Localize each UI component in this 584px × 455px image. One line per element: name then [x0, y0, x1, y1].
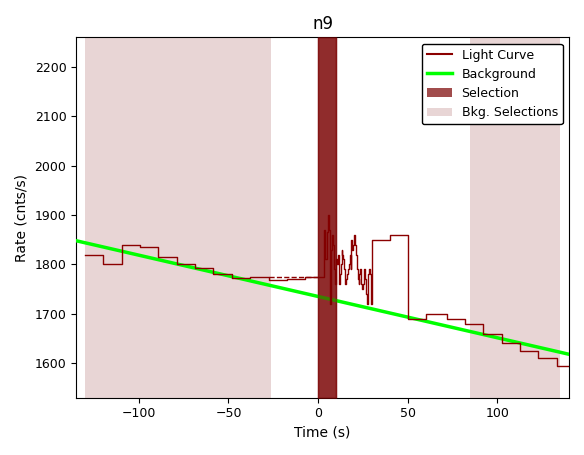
Bar: [471, 37, 560, 398]
Bar: [318, 37, 336, 398]
X-axis label: Time (s): Time (s): [294, 426, 351, 440]
Legend: Light Curve, Background, Selection, Bkg. Selections: Light Curve, Background, Selection, Bkg.…: [422, 44, 563, 124]
Bar: [85, 37, 272, 398]
Title: n9: n9: [312, 15, 333, 33]
Y-axis label: Rate (cnts/s): Rate (cnts/s): [15, 173, 29, 262]
